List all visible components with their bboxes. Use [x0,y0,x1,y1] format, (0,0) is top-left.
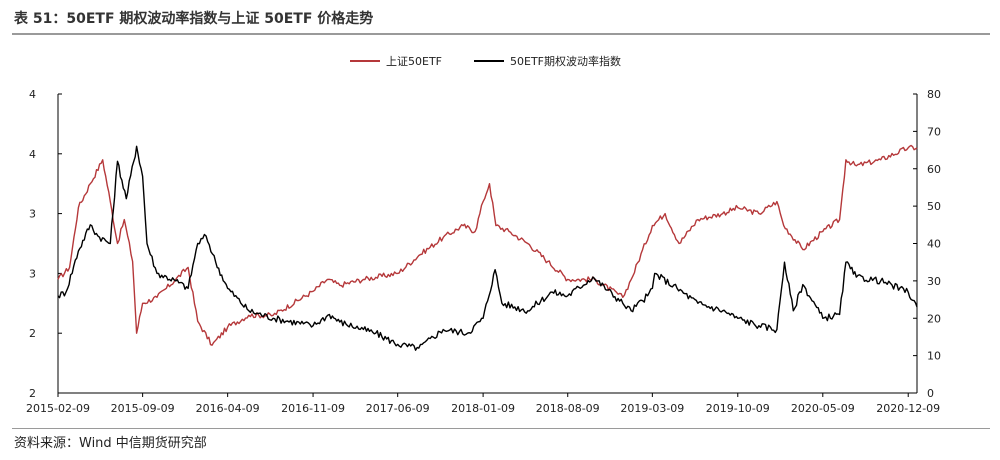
x-tick-label: 2019-10-09 [706,402,770,415]
line-chart: 上证50ETF 50ETF期权波动率指数 22334401020304050607… [26,54,941,415]
x-tick-label: 2018-08-09 [536,402,600,415]
x-tick-label: 2017-06-09 [366,402,430,415]
chart-title: 表 51：50ETF 期权波动率指数与上证 50ETF 价格走势 [14,11,374,27]
y-left-tick-label: 3 [29,267,36,280]
y-right-tick-label: 10 [927,350,941,363]
legend-label-vol-index: 50ETF期权波动率指数 [510,54,621,68]
y-left-tick-label: 3 [29,208,36,221]
series-group [57,144,918,351]
x-tick-label: 2020-05-09 [791,402,855,415]
y-left-tick-label: 4 [29,88,36,101]
legend: 上证50ETF 50ETF期权波动率指数 [350,54,621,68]
x-tick-label: 2018-01-09 [451,402,515,415]
y-right-tick-label: 60 [927,163,941,176]
y-right-tick-label: 40 [927,238,941,251]
legend-label-etf: 上证50ETF [386,55,442,68]
series-line-etf [57,144,918,346]
top-rule [12,33,990,35]
y-left-tick-label: 4 [29,148,36,161]
source-note: 资料来源：Wind 中信期货研究部 [14,436,207,451]
y-left-tick-label: 2 [29,327,36,340]
y-right-tick-label: 80 [927,88,941,101]
x-tick-label: 2016-04-09 [196,402,260,415]
x-tick-label: 2019-03-09 [620,402,684,415]
y-right-tick-label: 50 [927,200,941,213]
x-tick-label: 2015-09-09 [111,402,175,415]
bottom-rule [12,428,990,429]
y-right-tick-label: 0 [927,387,934,400]
y-right-tick-label: 70 [927,125,941,138]
x-tick-label: 2016-11-09 [281,402,345,415]
y-left-tick-label: 2 [29,387,36,400]
x-tick-label: 2015-02-09 [26,402,90,415]
y-right-tick-label: 30 [927,275,941,288]
x-tick-label: 2020-12-09 [876,402,940,415]
series-line-vol-index [57,145,918,351]
y-right-tick-label: 20 [927,312,941,325]
